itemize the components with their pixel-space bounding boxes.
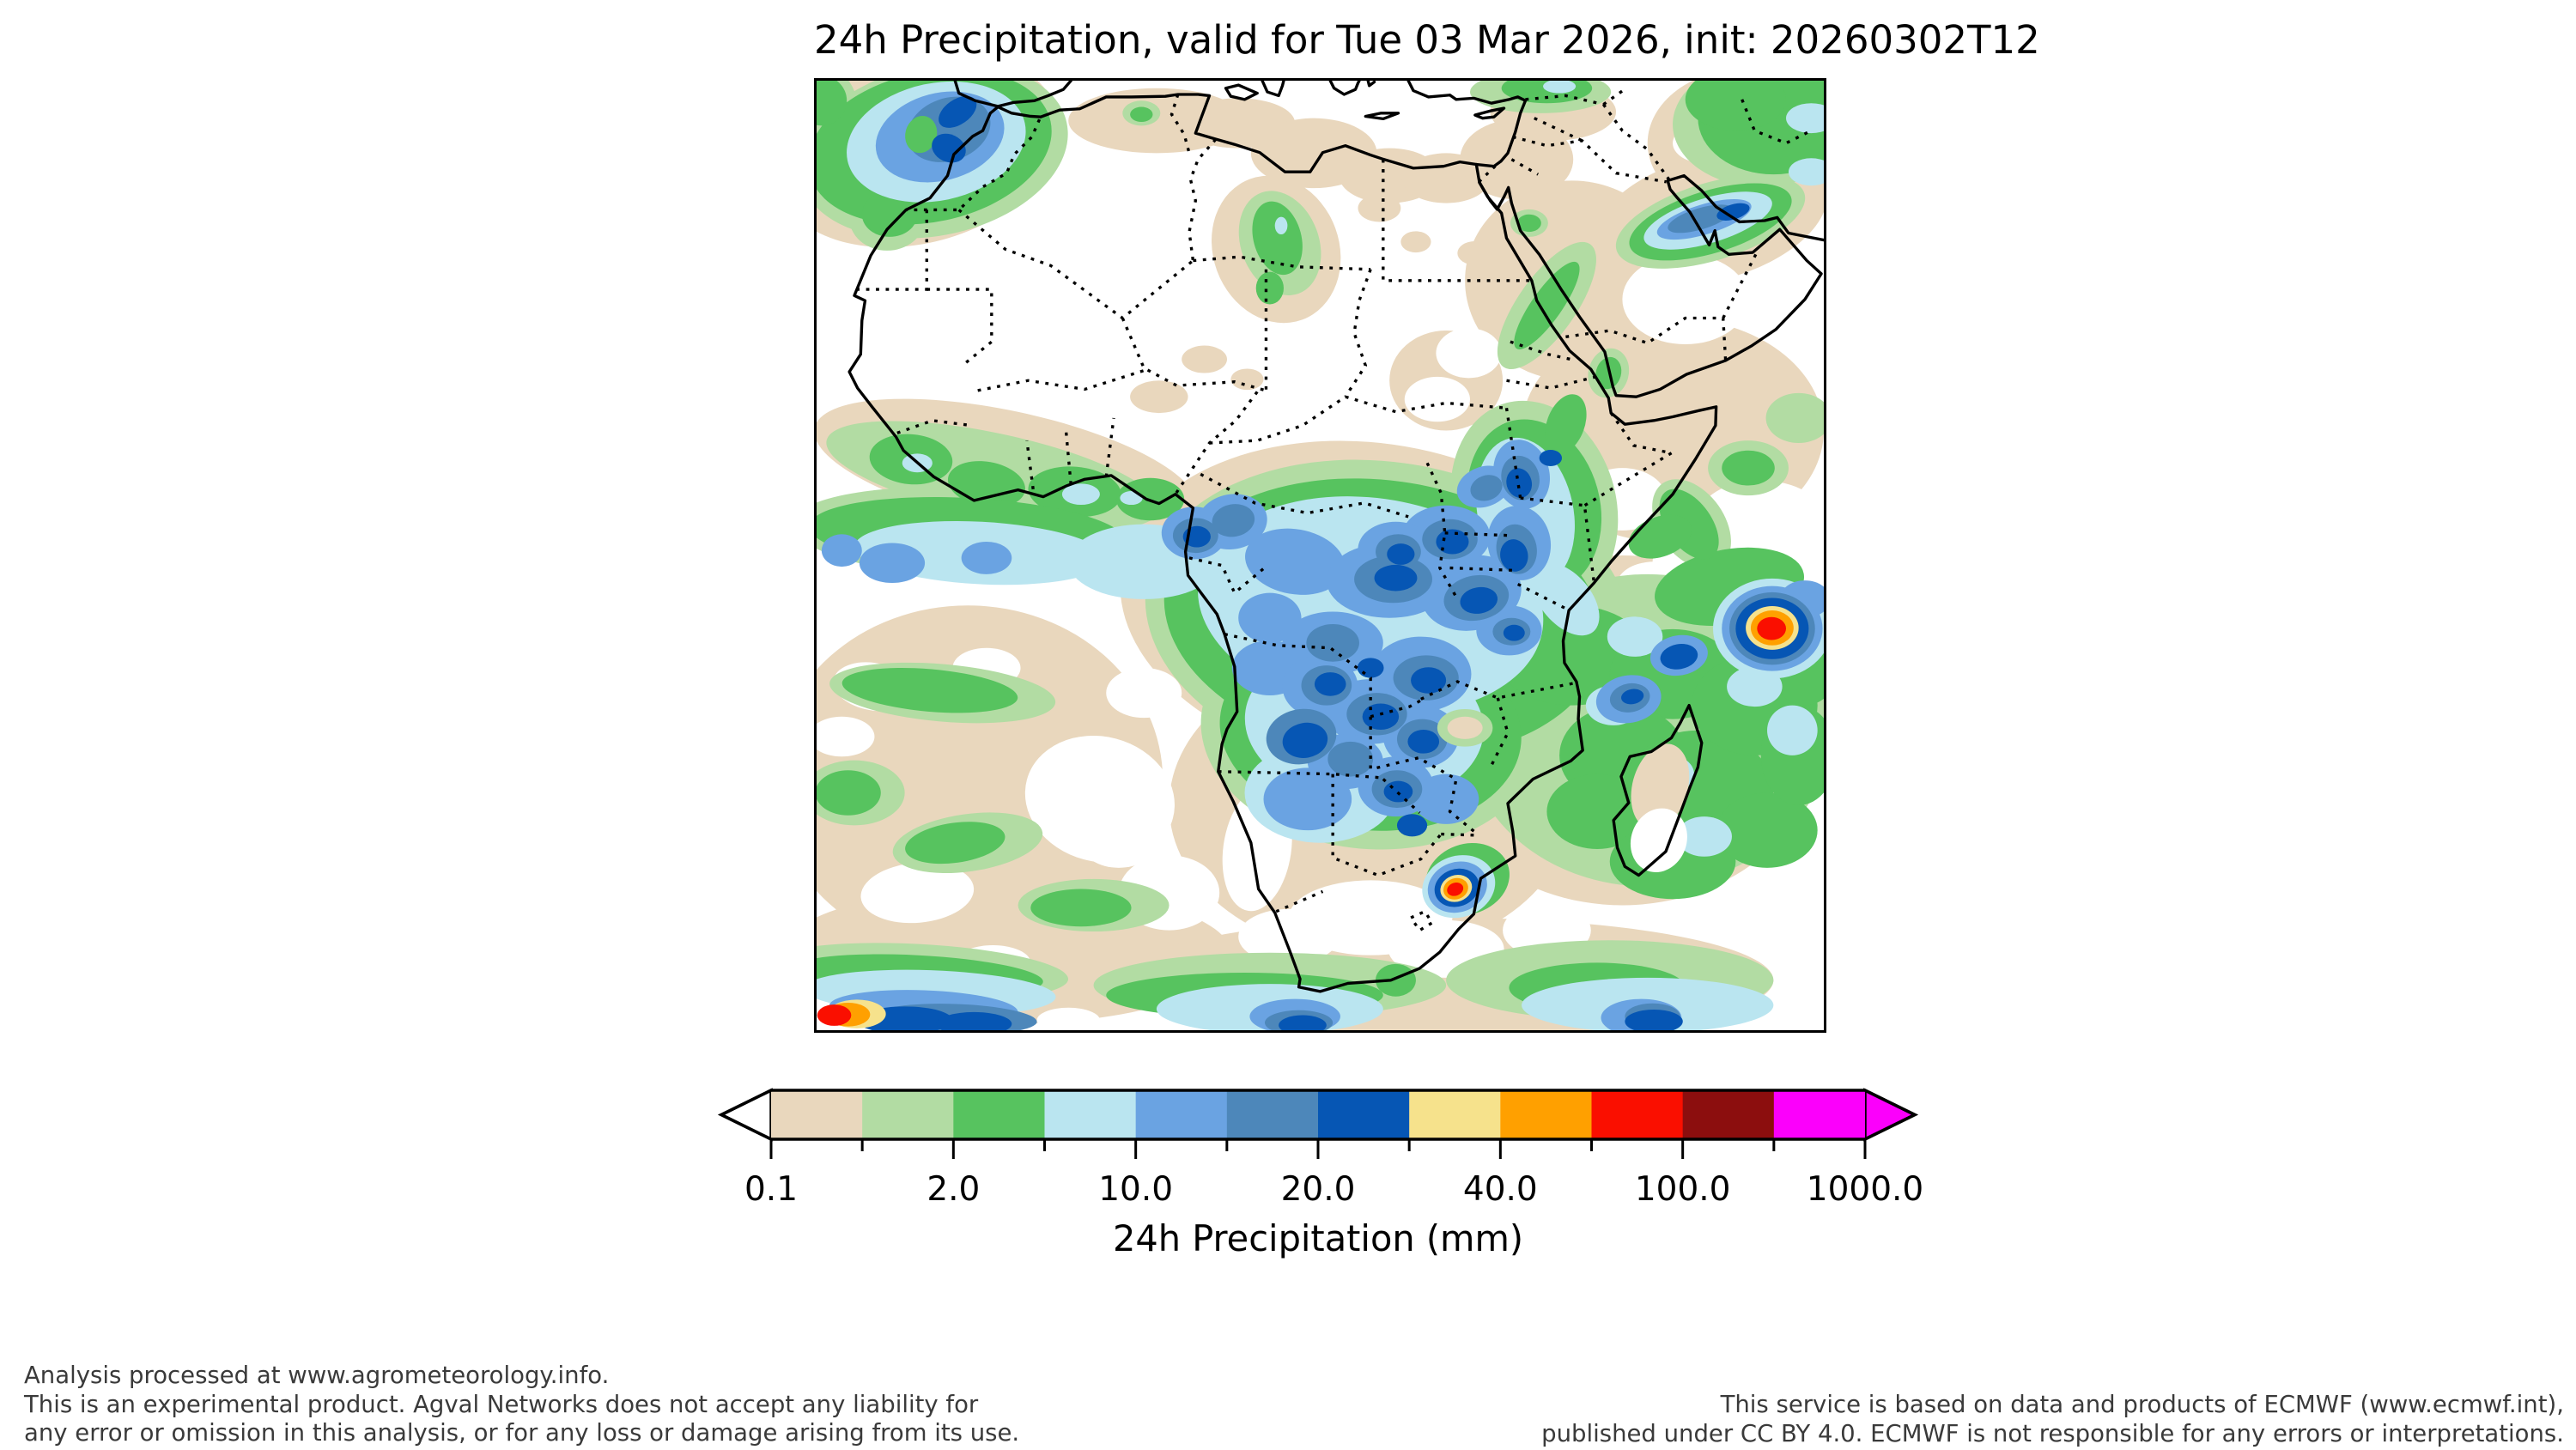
footer-left-line-2: This is an experimental product. Agval N… xyxy=(24,1390,979,1418)
map-canvas xyxy=(817,81,1824,1030)
colorbar-segment xyxy=(1318,1090,1410,1139)
colorbar-segment xyxy=(1500,1090,1593,1139)
colorbar-segment xyxy=(862,1090,955,1139)
country-borders-layer xyxy=(856,87,1813,932)
colorbar-segment xyxy=(1409,1090,1502,1139)
colorbar: 0.1 2.0 10.0 20.0 40.0 100.0 1000.0 24h Precip… xyxy=(718,1088,1923,1259)
colorbar-tick-label: 1000.0 xyxy=(1807,1170,1923,1209)
colorbar-over-arrow xyxy=(1863,1088,1918,1142)
colorbar-segment xyxy=(771,1090,863,1139)
plot-title: 24h Precipitation, valid for Tue 03 Mar … xyxy=(814,17,2040,63)
colorbar-axis-label: 24h Precipitation (mm) xyxy=(1113,1217,1523,1259)
colorbar-segments xyxy=(771,1090,1865,1139)
colorbar-segment xyxy=(1682,1090,1775,1139)
colorbar-tick-label: 20.0 xyxy=(1281,1170,1356,1209)
coastline-layer xyxy=(848,81,1824,993)
colorbar-segment xyxy=(1044,1090,1137,1139)
colorbar-segment xyxy=(1135,1090,1228,1139)
colorbar-under-arrow xyxy=(718,1088,773,1142)
colorbar-tick-label: 10.0 xyxy=(1098,1170,1173,1209)
colorbar-segment xyxy=(1773,1090,1865,1139)
colorbar-tick-label: 100.0 xyxy=(1635,1170,1731,1209)
colorbar-tick-label: 40.0 xyxy=(1463,1170,1538,1209)
footer-right-line-2: published under CC BY 4.0. ECMWF is not … xyxy=(1541,1419,2564,1447)
footer-right-line-1: This service is based on data and produc… xyxy=(1720,1391,2564,1418)
precipitation-field xyxy=(817,81,1824,1030)
colorbar-segment xyxy=(953,1090,1046,1139)
footer-attribution-right: This service is based on data and produc… xyxy=(1541,1391,2564,1448)
colorbar-tick-label: 0.1 xyxy=(744,1170,798,1209)
colorbar-ticks xyxy=(769,1139,1867,1159)
colorbar-segment xyxy=(1591,1090,1684,1139)
colorbar-tick-label: 2.0 xyxy=(927,1170,980,1209)
colorbar-tick-labels: 0.1 2.0 10.0 20.0 40.0 100.0 1000.0 xyxy=(744,1170,1923,1209)
footer-disclaimer-left: Analysis processed at www.agrometeorolog… xyxy=(24,1362,1019,1448)
colorbar-segment xyxy=(1226,1090,1319,1139)
precipitation-map xyxy=(814,78,1826,1033)
footer-left-line-3: any error or omission in this analysis, … xyxy=(24,1419,1020,1447)
footer-left-line-1: Analysis processed at www.agrometeorolog… xyxy=(24,1362,610,1389)
